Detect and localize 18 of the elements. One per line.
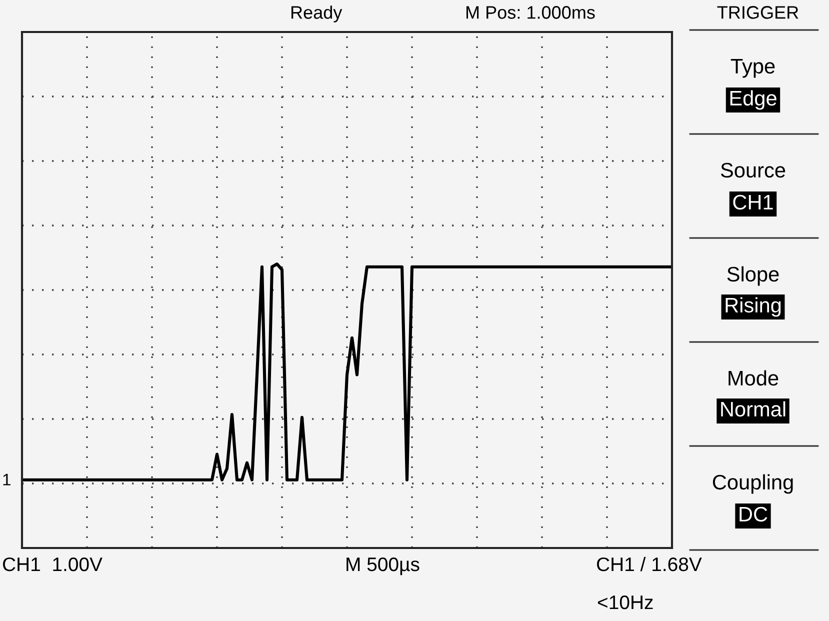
text: Normal: [721, 401, 786, 417]
text: Source: [720, 162, 786, 178]
text: CH1 1.00V: [2, 557, 102, 572]
text: M Pos: 1.000ms: [466, 6, 595, 19]
text: TRIGGER: [717, 6, 798, 19]
text: Coupling: [712, 474, 793, 494]
text: Slope: [727, 266, 779, 286]
text: DC: [740, 506, 768, 522]
text: Rising: [726, 297, 781, 317]
text: 1: [3, 474, 10, 486]
text: Ready: [291, 6, 342, 22]
text: Mode: [728, 370, 778, 386]
text: Type: [730, 59, 775, 78]
text: M 500µs: [346, 557, 420, 576]
text: Edge: [730, 90, 776, 110]
text: <10Hz: [598, 595, 653, 610]
text: CH1: [733, 194, 773, 210]
text: CH1 / 1.68V: [596, 556, 702, 572]
